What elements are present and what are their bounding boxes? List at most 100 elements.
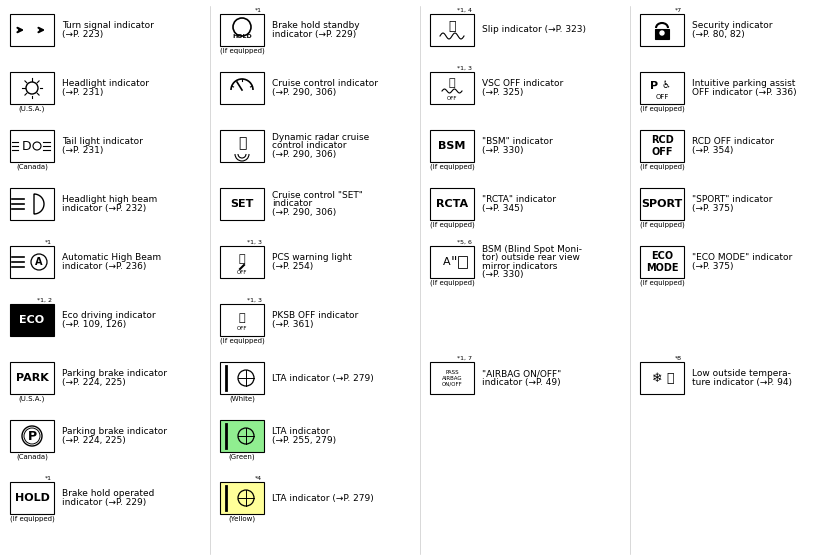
Text: (Canada): (Canada) xyxy=(16,453,48,460)
Text: PARK: PARK xyxy=(16,373,49,383)
Text: control indicator: control indicator xyxy=(272,142,347,151)
Text: Automatic High Beam: Automatic High Beam xyxy=(62,253,161,262)
Bar xyxy=(10,72,54,104)
Bar xyxy=(458,256,466,268)
Text: "SPORT" indicator: "SPORT" indicator xyxy=(692,195,772,204)
Text: "BSM" indicator: "BSM" indicator xyxy=(482,137,553,146)
Text: (→P. 231): (→P. 231) xyxy=(62,146,103,155)
Bar xyxy=(10,188,54,220)
Text: (→P. 290, 306): (→P. 290, 306) xyxy=(272,208,336,217)
Text: PKSB OFF indicator: PKSB OFF indicator xyxy=(272,311,358,320)
Text: LTA indicator (→P. 279): LTA indicator (→P. 279) xyxy=(272,374,374,382)
Text: ❄: ❄ xyxy=(652,371,662,385)
Text: Eco driving indicator: Eco driving indicator xyxy=(62,311,155,320)
Bar xyxy=(220,188,264,220)
Text: (→P. 325): (→P. 325) xyxy=(482,88,523,97)
Text: *1: *1 xyxy=(45,476,52,481)
Bar xyxy=(10,482,54,514)
Bar xyxy=(430,72,474,104)
Text: ECO
MODE: ECO MODE xyxy=(646,251,678,273)
Text: OFF: OFF xyxy=(237,325,247,330)
Text: (If equipped): (If equipped) xyxy=(639,105,685,111)
Text: D: D xyxy=(22,139,32,152)
Text: HOLD: HOLD xyxy=(232,34,252,39)
Text: (→P. 375): (→P. 375) xyxy=(692,262,733,270)
Text: LTA indicator: LTA indicator xyxy=(272,427,329,436)
Text: *1, 3: *1, 3 xyxy=(247,240,262,245)
Text: Parking brake indicator: Parking brake indicator xyxy=(62,427,167,436)
Text: Low outside tempera-: Low outside tempera- xyxy=(692,369,791,378)
Bar xyxy=(10,246,54,278)
Text: P: P xyxy=(28,430,37,442)
Text: RCD OFF indicator: RCD OFF indicator xyxy=(692,137,774,146)
Text: A: A xyxy=(35,257,43,267)
Text: (→P. 361): (→P. 361) xyxy=(272,320,313,329)
Text: 🚘: 🚘 xyxy=(449,78,455,88)
Bar xyxy=(640,362,684,394)
Bar xyxy=(430,14,474,46)
Text: OFF: OFF xyxy=(237,269,247,274)
Text: LTA indicator (→P. 279): LTA indicator (→P. 279) xyxy=(272,493,374,502)
Text: indicator (→P. 232): indicator (→P. 232) xyxy=(62,204,146,213)
Text: *4: *4 xyxy=(255,476,262,481)
Text: (Green): (Green) xyxy=(228,453,255,460)
Text: (→P. 354): (→P. 354) xyxy=(692,146,733,155)
Bar xyxy=(640,14,684,46)
Text: *1, 2: *1, 2 xyxy=(37,298,52,303)
Text: P: P xyxy=(650,81,658,91)
Bar xyxy=(220,246,264,278)
Text: Headlight high beam: Headlight high beam xyxy=(62,195,157,204)
Text: 🚗: 🚗 xyxy=(239,313,245,323)
Bar xyxy=(655,29,669,39)
Text: *8: *8 xyxy=(675,356,682,361)
Bar xyxy=(220,72,264,104)
Text: PCS warning light: PCS warning light xyxy=(272,253,352,262)
Text: A: A xyxy=(444,257,451,267)
Text: (If equipped): (If equipped) xyxy=(429,163,475,170)
Text: 🌡: 🌡 xyxy=(666,371,674,385)
Bar xyxy=(220,362,264,394)
Text: VSC OFF indicator: VSC OFF indicator xyxy=(482,80,564,88)
Text: (→P. 330): (→P. 330) xyxy=(482,146,523,155)
Text: Parking brake indicator: Parking brake indicator xyxy=(62,369,167,378)
Text: (→P. 375): (→P. 375) xyxy=(692,204,733,213)
Text: (→P. 224, 225): (→P. 224, 225) xyxy=(62,378,126,387)
Text: Dynamic radar cruise: Dynamic radar cruise xyxy=(272,133,370,142)
Text: Slip indicator (→P. 323): Slip indicator (→P. 323) xyxy=(482,26,586,35)
Bar xyxy=(640,188,684,220)
Text: 🚘: 🚘 xyxy=(449,20,456,32)
Bar xyxy=(640,130,684,162)
Bar xyxy=(430,246,474,278)
Text: mirror indicators: mirror indicators xyxy=(482,262,558,270)
Text: (→P. 290, 306): (→P. 290, 306) xyxy=(272,88,336,97)
Text: (If equipped): (If equipped) xyxy=(639,279,685,286)
Text: "ECO MODE" indicator: "ECO MODE" indicator xyxy=(692,253,792,262)
Bar xyxy=(430,130,474,162)
Text: Headlight indicator: Headlight indicator xyxy=(62,80,149,88)
Text: (→P. 223): (→P. 223) xyxy=(62,30,103,39)
Text: *1: *1 xyxy=(45,240,52,245)
Text: (U.S.A.): (U.S.A.) xyxy=(18,105,45,111)
Circle shape xyxy=(660,31,664,35)
Text: Intuitive parking assist: Intuitive parking assist xyxy=(692,80,795,88)
Text: ECO: ECO xyxy=(19,315,45,325)
Text: RCTA: RCTA xyxy=(436,199,468,209)
Text: OFF: OFF xyxy=(447,96,457,101)
Text: PASS
AIRBAG
ON/OFF: PASS AIRBAG ON/OFF xyxy=(442,370,462,386)
Text: Cruise control indicator: Cruise control indicator xyxy=(272,80,378,88)
Text: *1, 3: *1, 3 xyxy=(247,298,262,303)
Text: (→P. 345): (→P. 345) xyxy=(482,204,523,213)
Bar xyxy=(430,188,474,220)
Text: "AIRBAG ON/OFF": "AIRBAG ON/OFF" xyxy=(482,369,561,378)
Text: indicator: indicator xyxy=(272,199,312,208)
Text: (→P. 330): (→P. 330) xyxy=(482,270,523,279)
Text: Turn signal indicator: Turn signal indicator xyxy=(62,21,154,30)
Text: indicator (→P. 229): indicator (→P. 229) xyxy=(272,30,356,39)
Text: indicator (→P. 229): indicator (→P. 229) xyxy=(62,498,146,507)
Text: ": " xyxy=(451,255,457,269)
Text: (U.S.A.): (U.S.A.) xyxy=(18,395,45,402)
Text: Cruise control "SET": Cruise control "SET" xyxy=(272,191,363,200)
Bar xyxy=(220,130,264,162)
Text: (→P. 255, 279): (→P. 255, 279) xyxy=(272,436,336,445)
Text: "RCTA" indicator: "RCTA" indicator xyxy=(482,195,556,204)
